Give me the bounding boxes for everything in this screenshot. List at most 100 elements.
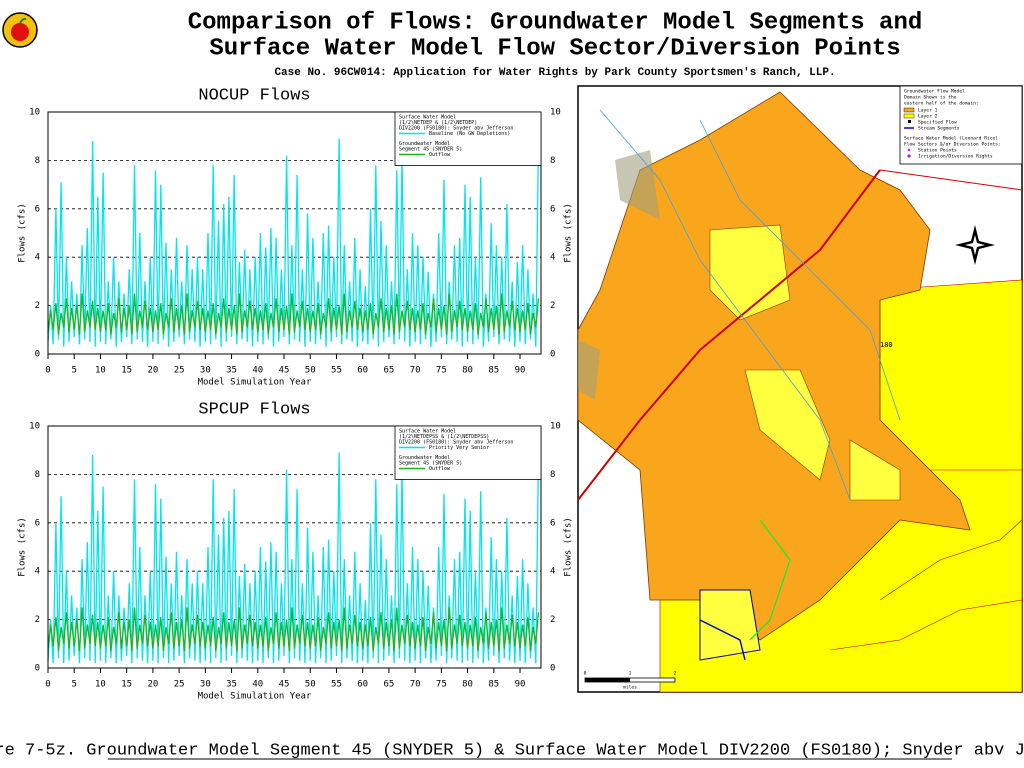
y2-tick-label: 10 [550,108,561,118]
legend-group-label: Surface Water Model [399,429,456,435]
x-axis-label: Model Simulation Year [198,692,312,702]
legend-group-label: (1/2\NETDEPSS & (1/2\NETDEPSS) [399,434,489,440]
map-legend-text: Flow Sectors &/or Diversion Points: [904,142,1001,148]
map: Groundwater Flow Model Domain Shown is t… [577,85,1023,693]
logo-leaf [19,17,27,24]
y-tick-label: 8 [35,470,40,480]
map-legend-text: Layer 2 [918,114,938,120]
x-tick-label: 60 [357,680,368,690]
x-tick-label: 75 [436,366,447,376]
legend-group-label: Segment 45 (SNYDER 5) [399,147,462,153]
road [577,169,881,501]
map-legend-text: Station Points [918,148,957,154]
map-legend-text: Layer 1 [918,108,938,114]
y-tick-label: 10 [29,108,40,118]
y-tick-label: 4 [35,253,40,263]
layer2-region [744,369,831,481]
x-tick-label: 70 [410,366,421,376]
layer1-region [577,91,971,641]
y-tick-label: 4 [35,567,40,577]
x-tick-label: 15 [121,366,132,376]
x-tick-label: 40 [252,680,263,690]
x-tick-label: 20 [147,366,158,376]
stream [599,109,851,501]
x-tick-label: 65 [383,366,394,376]
x-tick-label: 90 [515,366,526,376]
legend-label: Baseline (No GW Depletions) [429,131,510,137]
y2-tick-label: 4 [550,567,555,577]
x-tick-label: 25 [174,366,185,376]
x-tick-label: 65 [383,680,394,690]
x-tick-label: 80 [462,366,473,376]
legend-swatch [907,148,911,152]
map-legend-text: Specified Flow [918,120,957,126]
x-tick-label: 80 [462,680,473,690]
x-tick-label: 50 [305,680,316,690]
plot-frame [47,111,542,355]
title-line: Comparison of Flows: Groundwater Model S… [188,9,923,36]
x-tick-label: 15 [121,680,132,690]
x-tick-label: 45 [279,366,290,376]
y2-tick-label: 2 [550,615,555,625]
legend-group-label: Segment 45 (SNYDER 5) [399,461,462,467]
scale-label: 0 [584,671,587,677]
x-tick-label: 50 [305,366,316,376]
x-tick-label: 35 [226,366,237,376]
map-legend-text: Groundwater Flow Model [904,89,965,95]
legend-label: Priority Very Senior [429,445,489,451]
layer2-region [849,439,901,501]
x-axis-label: Model Simulation Year [198,378,312,388]
scale-bar [585,678,630,682]
y2-tick-label: 0 [550,350,555,360]
legend-swatch [907,154,911,158]
x-tick-label: 55 [331,366,342,376]
y-tick-label: 2 [35,301,40,311]
scale-label: 1 [629,671,632,677]
series-line [47,607,540,652]
y2-tick-label: 8 [550,470,555,480]
y2-tick-label: 2 [550,301,555,311]
map-legend-text: Surface Water Model (Leonard Rice) [904,136,998,142]
plot-frame [47,425,542,669]
legend-swatch [903,113,915,119]
chart-title: SPCUP Flows [198,400,310,419]
legend [394,111,542,166]
y-tick-label: 6 [35,204,40,214]
legend-group-label: DIV2200 (FS0180): Snyder abv Jefferson [399,440,513,446]
x-tick-label: 40 [252,366,263,376]
x-tick-label: 25 [174,680,185,690]
logo-apple [11,23,29,41]
x-tick-label: 60 [357,366,368,376]
x-tick-label: 45 [279,680,290,690]
y-tick-label: 10 [29,422,40,432]
x-tick-label: 10 [95,366,106,376]
legend-group-label: Groundwater Model [399,141,450,147]
hatched-area [615,150,660,220]
x-tick-label: 5 [72,680,77,690]
subtitle: Case No. 96CW014: Application for Water … [274,67,835,79]
y2-tick-label: 4 [550,253,555,263]
map-legend-text: Domain Shown is the [904,95,957,101]
layer2-region [709,224,791,321]
stream [699,119,901,421]
x-tick-label: 5 [72,366,77,376]
y-tick-label: 0 [35,664,40,674]
map-legend-text: Stream Segments [918,126,960,132]
map-legend-text: eastern half of the domain: [904,101,979,107]
x-tick-label: 10 [95,680,106,690]
layer2-region [699,589,761,661]
hatched-area [578,340,600,400]
y-axis-label: Flows (cfs) [18,203,28,263]
map-legend-text: Irrigation/Diversion Rights [918,154,993,160]
x-tick-label: 85 [488,680,499,690]
legend-group-label: (1/2\NETDEP & (1/2\NETDEP) [399,120,477,126]
x-tick-label: 30 [200,366,211,376]
legend-label: Outflow [429,152,451,158]
compass [955,225,995,265]
y2-tick-label: 6 [550,518,555,528]
legend-group-label: Groundwater Model [399,455,450,461]
legend-swatch [908,120,911,123]
x-tick-label: 0 [45,680,50,690]
y2-axis-label: Flows (cfs) [564,203,574,263]
